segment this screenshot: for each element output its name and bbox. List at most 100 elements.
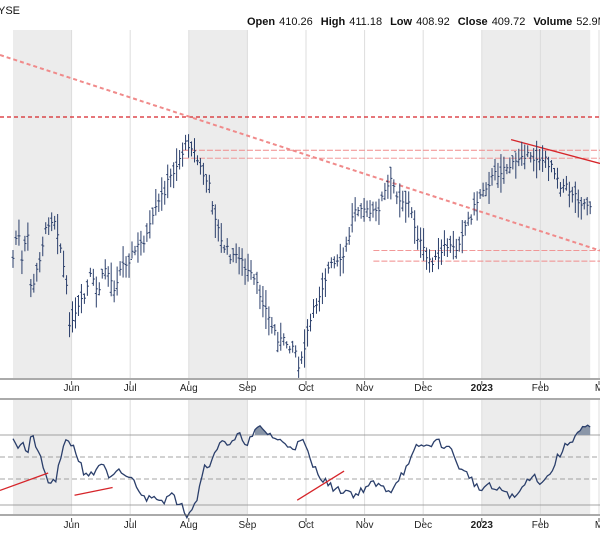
price-bar xyxy=(505,164,509,175)
price-bar xyxy=(419,227,423,258)
price-bar xyxy=(139,230,143,256)
oscillator-tick-label-2: Aug xyxy=(180,520,198,531)
oscillator-trendline-2 xyxy=(296,470,345,501)
oscillator-tick-label-7: 2023 xyxy=(471,520,494,531)
price-bar xyxy=(338,243,342,277)
price-tick-label-7: 2023 xyxy=(471,383,494,394)
ohlcv-close-label: Close xyxy=(458,16,488,28)
price-bar xyxy=(276,331,280,353)
price-bar xyxy=(550,160,554,173)
price-tick-label-8: Feb xyxy=(532,383,550,394)
price-bar xyxy=(466,211,470,226)
price-bar xyxy=(142,235,146,253)
price-bar xyxy=(297,356,301,378)
ohlcv-open-label: Open xyxy=(247,16,275,28)
price-bar xyxy=(23,235,27,252)
price-bar xyxy=(219,223,223,253)
price-bar xyxy=(222,244,226,253)
price-bar xyxy=(365,200,369,218)
price-bar xyxy=(475,191,479,221)
price-bar xyxy=(306,319,310,347)
price-bar xyxy=(547,156,551,182)
price-bar xyxy=(300,351,304,364)
price-bar xyxy=(136,232,140,263)
price-bar xyxy=(520,141,524,166)
price-bar xyxy=(436,237,440,270)
oscillator-line xyxy=(12,424,591,520)
price-bar xyxy=(380,191,384,202)
price-bar xyxy=(163,180,167,205)
price-bar xyxy=(445,238,449,257)
price-bar xyxy=(374,201,378,222)
price-bar xyxy=(460,220,464,254)
price-bar xyxy=(353,197,357,222)
price-bar xyxy=(425,247,429,270)
price-bar xyxy=(240,248,244,276)
price-bar xyxy=(329,257,333,269)
price-bar xyxy=(148,210,152,239)
price-bar xyxy=(493,158,497,181)
price-bar xyxy=(332,256,336,269)
price-bar xyxy=(207,174,211,194)
price-bar xyxy=(133,245,137,256)
price-tick-label-3: Sep xyxy=(238,383,256,394)
price-bar xyxy=(53,215,57,230)
price-bar xyxy=(88,267,92,277)
price-bar xyxy=(50,212,54,232)
price-bar xyxy=(192,138,196,163)
price-bar xyxy=(181,142,185,167)
price-bar xyxy=(454,238,458,259)
price-bar xyxy=(309,313,313,332)
oscillator-tick-label-4: Oct xyxy=(298,520,314,531)
price-bar xyxy=(416,225,420,250)
price-bar xyxy=(166,164,170,199)
price-bar xyxy=(35,262,39,282)
price-bar xyxy=(130,241,134,260)
price-bar xyxy=(544,150,548,168)
price-trendline-1 xyxy=(510,139,600,165)
price-bar xyxy=(17,219,21,246)
price-bar xyxy=(526,145,530,158)
oscillator-tick-label-8: Feb xyxy=(532,520,550,531)
price-bar xyxy=(585,197,589,216)
price-bar xyxy=(552,167,556,180)
price-bar xyxy=(469,214,473,225)
oscillator-tick-label-9: M xyxy=(595,520,600,531)
price-bar xyxy=(267,306,271,336)
price-bar xyxy=(115,266,119,296)
price-bar xyxy=(216,219,220,242)
price-bar xyxy=(344,236,348,252)
price-bar xyxy=(151,207,155,225)
price-bar xyxy=(82,293,86,304)
price-bar xyxy=(291,340,295,353)
price-bar xyxy=(109,262,113,297)
price-bar xyxy=(487,171,491,204)
price-bar xyxy=(588,201,592,215)
price-bar xyxy=(184,134,188,151)
price-bar xyxy=(294,345,298,358)
price-x-axis: Jun Jul Aug Sep Oct Nov Dec 2023 Feb M xyxy=(64,381,600,394)
price-bar xyxy=(145,223,149,242)
price-bar xyxy=(362,197,366,222)
price-bar xyxy=(246,253,250,282)
price-bar xyxy=(535,140,539,179)
price-bar xyxy=(499,154,503,193)
price-bar xyxy=(59,243,63,253)
oscillator-trendline-1 xyxy=(74,486,113,496)
price-bar xyxy=(312,299,316,318)
price-trendline-0 xyxy=(0,54,600,252)
price-bar xyxy=(422,228,426,261)
price-bar xyxy=(538,149,542,171)
price-bar xyxy=(237,246,241,275)
price-bar xyxy=(517,148,521,167)
price-bar xyxy=(439,239,443,265)
price-bar xyxy=(368,200,372,222)
price-bar xyxy=(38,252,42,273)
price-bar xyxy=(261,286,265,318)
price-bar xyxy=(73,297,77,329)
price-bar xyxy=(62,250,66,278)
price-bar xyxy=(496,162,500,188)
exchange-label: YSE xyxy=(0,5,20,17)
price-bar xyxy=(124,256,128,278)
